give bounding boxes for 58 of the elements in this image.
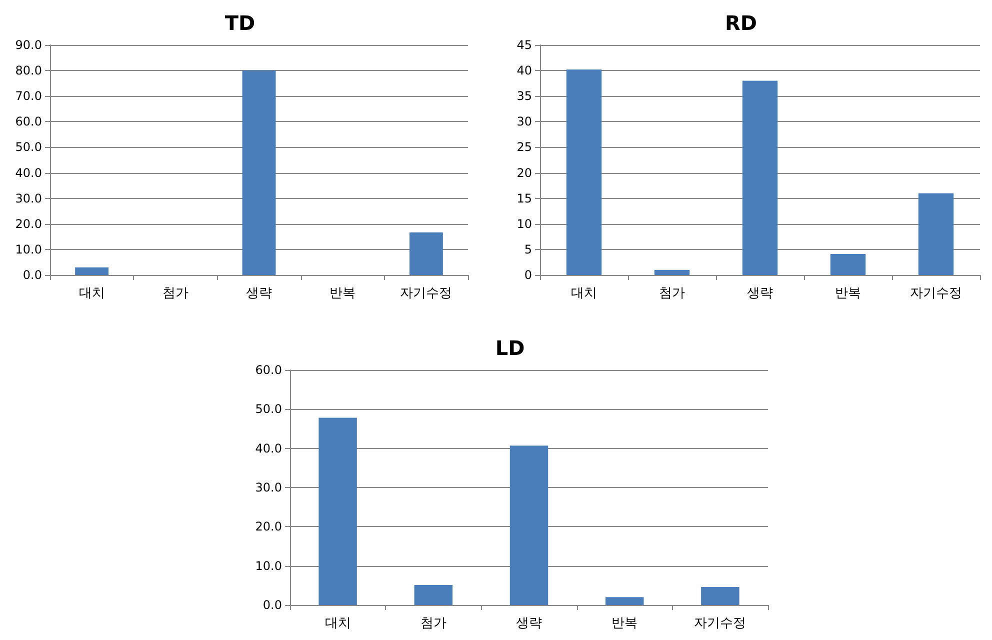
chart-title: RD xyxy=(724,11,758,35)
x-tick-label: 대치 xyxy=(571,286,597,301)
x-tick-label: 생략 xyxy=(516,616,542,631)
bar xyxy=(409,232,443,275)
y-tick-label: 40 xyxy=(516,64,532,78)
x-tick-label: 자기수정 xyxy=(400,286,452,301)
y-tick-label: 30 xyxy=(516,114,532,129)
bar xyxy=(830,254,866,275)
x-tick-label: 대치 xyxy=(78,286,105,301)
y-tick-label: 60.0 xyxy=(15,114,42,129)
y-tick-label: 45 xyxy=(516,38,532,52)
y-tick-label: 60.0 xyxy=(255,363,282,377)
y-tick-label: 10 xyxy=(516,216,532,231)
x-tick-label: 첨가 xyxy=(162,286,188,301)
y-tick-label: 0 xyxy=(524,268,532,282)
y-tick-label: 30.0 xyxy=(255,480,282,494)
bar xyxy=(414,585,453,605)
bar xyxy=(605,597,644,605)
bar xyxy=(742,80,778,275)
y-tick-label: 90.0 xyxy=(15,38,42,52)
y-tick-label: 30.0 xyxy=(15,191,42,206)
y-tick-label: 0.0 xyxy=(262,598,282,612)
x-tick-label: 자기수정 xyxy=(910,286,962,301)
bar xyxy=(510,446,548,605)
bar xyxy=(242,70,276,275)
x-tick-label: 생략 xyxy=(747,286,773,301)
x-tick-label: 반복 xyxy=(330,286,356,301)
bar xyxy=(918,193,954,275)
y-tick-label: 0.0 xyxy=(22,268,42,282)
y-tick-label: 25 xyxy=(516,140,532,154)
y-tick-label: 40.0 xyxy=(15,166,42,180)
y-tick-label: 10.0 xyxy=(15,242,42,256)
y-tick-label: 20.0 xyxy=(15,216,42,231)
bar xyxy=(318,418,357,605)
y-tick-label: 15 xyxy=(516,191,532,206)
y-tick-label: 70.0 xyxy=(15,89,42,104)
x-tick-label: 대치 xyxy=(324,616,351,631)
x-tick-label: 자기수정 xyxy=(694,616,746,631)
y-tick-label: 80.0 xyxy=(15,64,42,78)
bar xyxy=(566,70,602,275)
chart-title: LD xyxy=(495,336,525,360)
y-tick-label: 40.0 xyxy=(255,441,282,456)
y-tick-label: 50.0 xyxy=(15,140,42,154)
bar xyxy=(701,586,740,605)
chart-title: TD xyxy=(224,11,256,35)
x-tick-label: 첨가 xyxy=(420,616,446,631)
y-tick-label: 35 xyxy=(516,89,532,104)
x-tick-label: 반복 xyxy=(835,286,861,301)
x-tick-label: 반복 xyxy=(612,616,638,631)
x-tick-label: 생략 xyxy=(246,286,272,301)
y-tick-label: 10.0 xyxy=(255,558,282,573)
bar xyxy=(654,270,690,275)
y-tick-label: 20 xyxy=(516,166,532,180)
x-tick-label: 첨가 xyxy=(659,286,685,301)
bar xyxy=(75,267,109,275)
y-tick-label: 20.0 xyxy=(255,520,282,534)
y-tick-label: 50.0 xyxy=(255,402,282,416)
y-tick-label: 5 xyxy=(524,242,532,256)
